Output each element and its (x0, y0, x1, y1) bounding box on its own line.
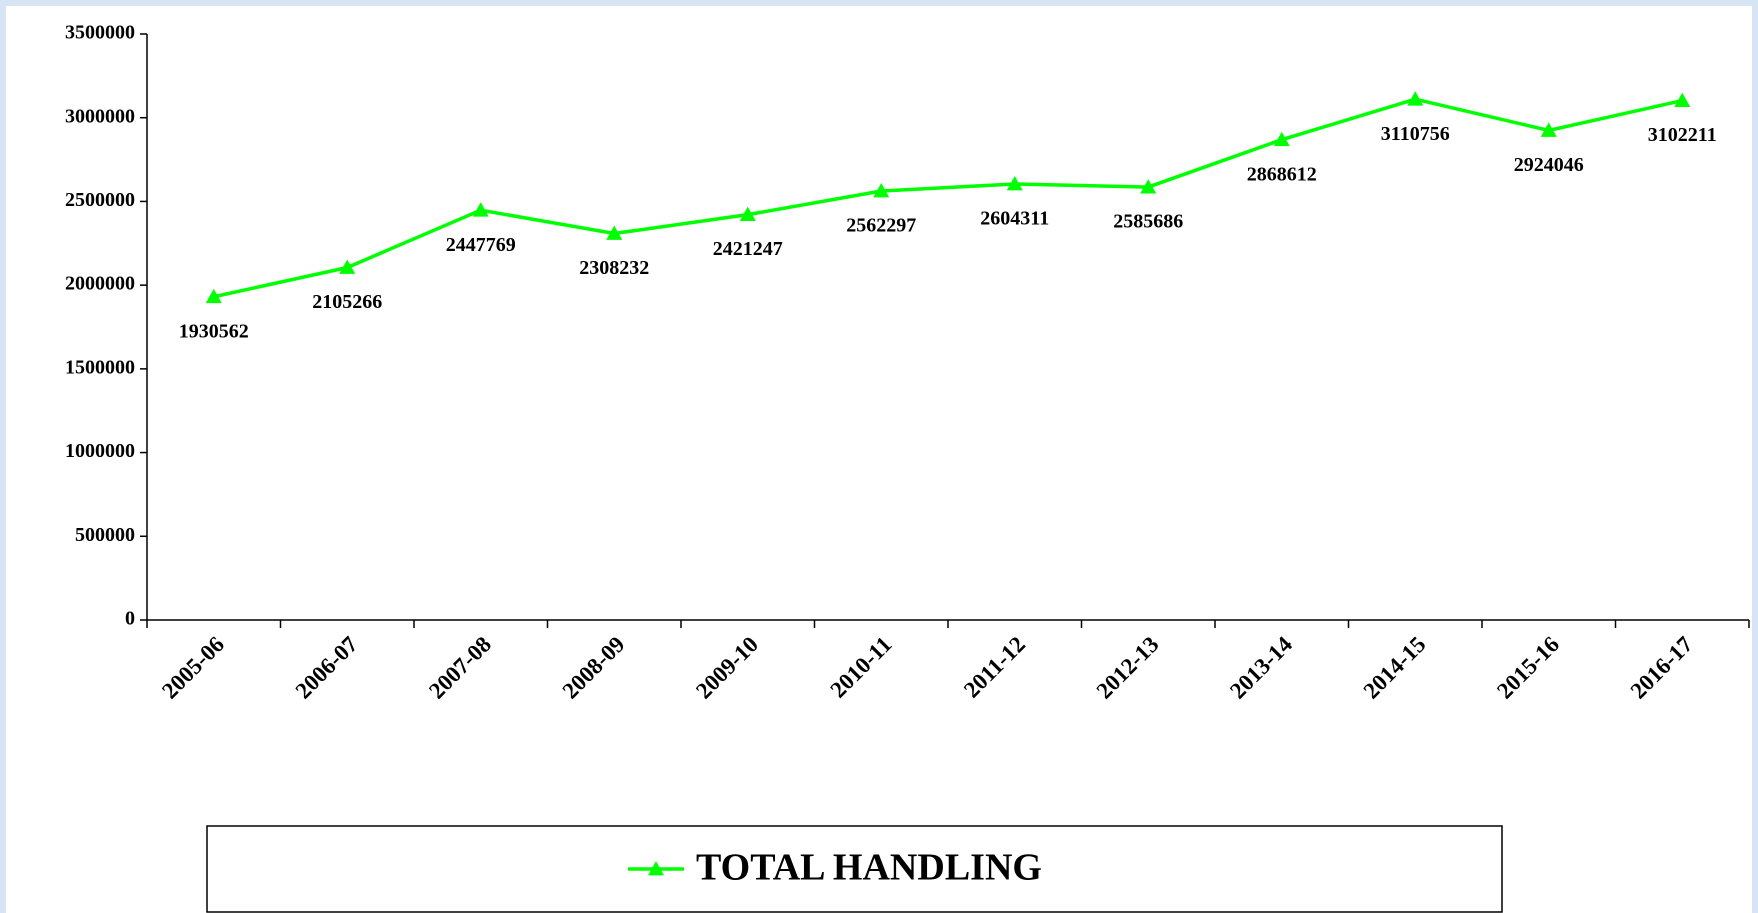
marker (205, 288, 222, 304)
data-label: 3110756 (1381, 123, 1450, 145)
y-tick-label: 2000000 (65, 273, 135, 295)
legend-marker (648, 861, 664, 876)
y-tick-label: 2500000 (65, 189, 135, 211)
data-label: 3102211 (1648, 124, 1717, 146)
marker (339, 259, 356, 274)
marker (739, 206, 756, 222)
series-line (213, 97, 1683, 299)
marker (1140, 179, 1157, 194)
y-tick-label: 1500000 (65, 356, 135, 378)
marker (873, 182, 890, 198)
data-label: 2924046 (1514, 154, 1584, 176)
marker (1006, 175, 1023, 191)
legend-box (206, 825, 1503, 913)
marker (1273, 131, 1290, 147)
legend-label: TOTAL HANDLING (696, 847, 1042, 889)
y-tick-label: 1000000 (65, 440, 135, 462)
marker (1407, 91, 1424, 106)
y-tick-label: 3000000 (65, 105, 135, 127)
data-label: 2868612 (1247, 163, 1317, 185)
y-tick-label: 500000 (75, 524, 135, 546)
data-label: 2421247 (713, 238, 783, 260)
data-label: 2585686 (1113, 211, 1183, 233)
data-label: 2308232 (579, 257, 649, 279)
y-tick-label: 0 (125, 608, 135, 630)
y-tick-label: 3500000 (65, 22, 135, 44)
data-label: 2562297 (846, 215, 916, 237)
chart-background (6, 6, 1752, 913)
marker (1674, 92, 1691, 108)
data-label: 1930562 (179, 320, 249, 342)
marker (1540, 122, 1557, 137)
data-label: 2105266 (312, 291, 382, 313)
marker (606, 225, 623, 240)
data-label: 2604311 (980, 208, 1049, 230)
marker (472, 202, 489, 217)
data-label: 2447769 (446, 234, 516, 256)
